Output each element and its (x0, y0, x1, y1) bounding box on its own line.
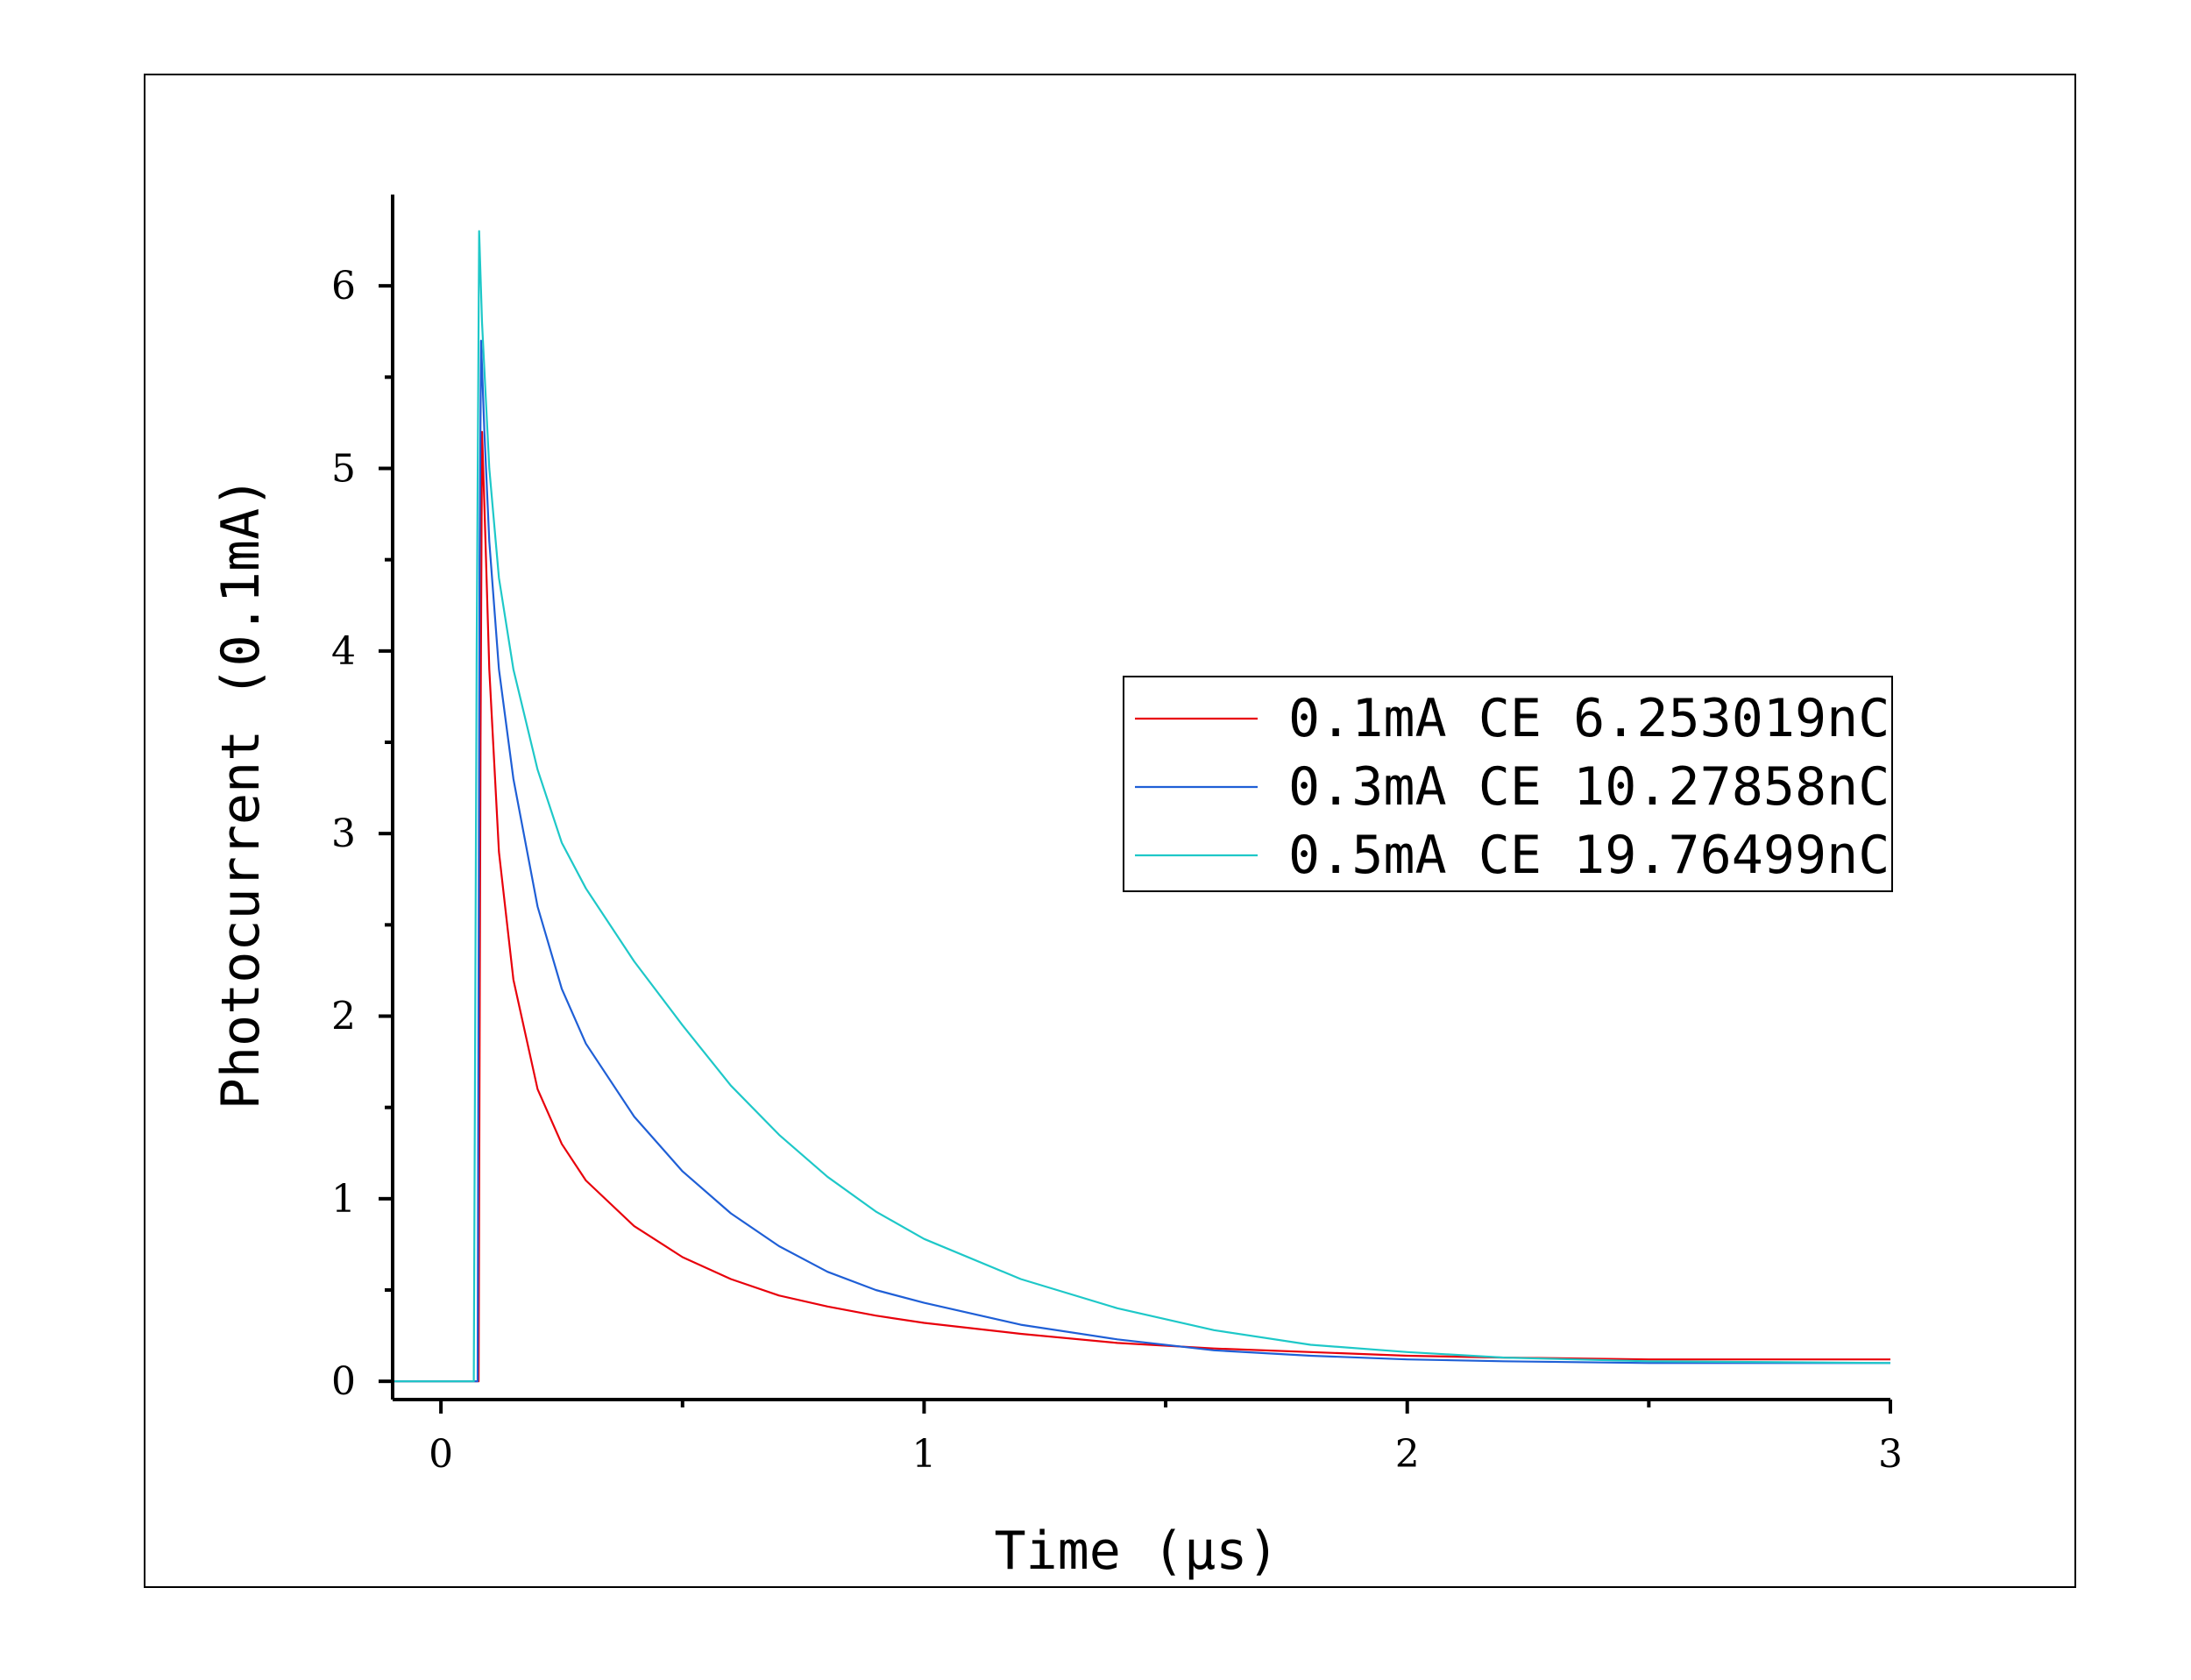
x-tick-label: 1 (911, 1432, 936, 1477)
y-tick-label: 6 (331, 264, 356, 308)
y-tick-label: 0 (331, 1359, 356, 1404)
legend: 0.1mA CE 6.253019nC 0.3mA CE 10.27858nC 0.… (1123, 676, 1893, 892)
x-tick-label: 3 (1878, 1432, 1903, 1477)
series-line-2 (393, 339, 1890, 1383)
series-line-3 (393, 230, 1891, 1383)
legend-items: 0.1mA CE 6.253019nC 0.3mA CE 10.27858nC 0.… (1135, 688, 1890, 886)
series-line-1 (393, 430, 1890, 1383)
x-ticks: 0 1 2 3 (429, 1400, 1903, 1477)
y-ticks: 0 1 2 3 4 5 6 (331, 264, 393, 1404)
legend-label-1: 0.1mA CE 6.253019nC (1288, 688, 1890, 749)
y-tick-label: 2 (331, 995, 356, 1039)
y-tick-label: 3 (331, 812, 356, 856)
legend-label-3: 0.5mA CE 19.76499nC (1288, 825, 1890, 886)
x-tick-label: 2 (1395, 1432, 1420, 1477)
y-tick-label: 5 (331, 447, 356, 492)
series-layer (393, 230, 1891, 1383)
legend-label-2: 0.3mA CE 10.27858nC (1288, 756, 1890, 818)
x-axis-title: Time (μs) (994, 1521, 1279, 1582)
figure-frame (144, 74, 2076, 1588)
y-axis-title: Photocurrent (0.1mA) (210, 477, 272, 1109)
y-tick-label: 4 (331, 629, 356, 674)
y-tick-label: 1 (331, 1177, 356, 1222)
x-tick-label: 0 (429, 1432, 453, 1477)
